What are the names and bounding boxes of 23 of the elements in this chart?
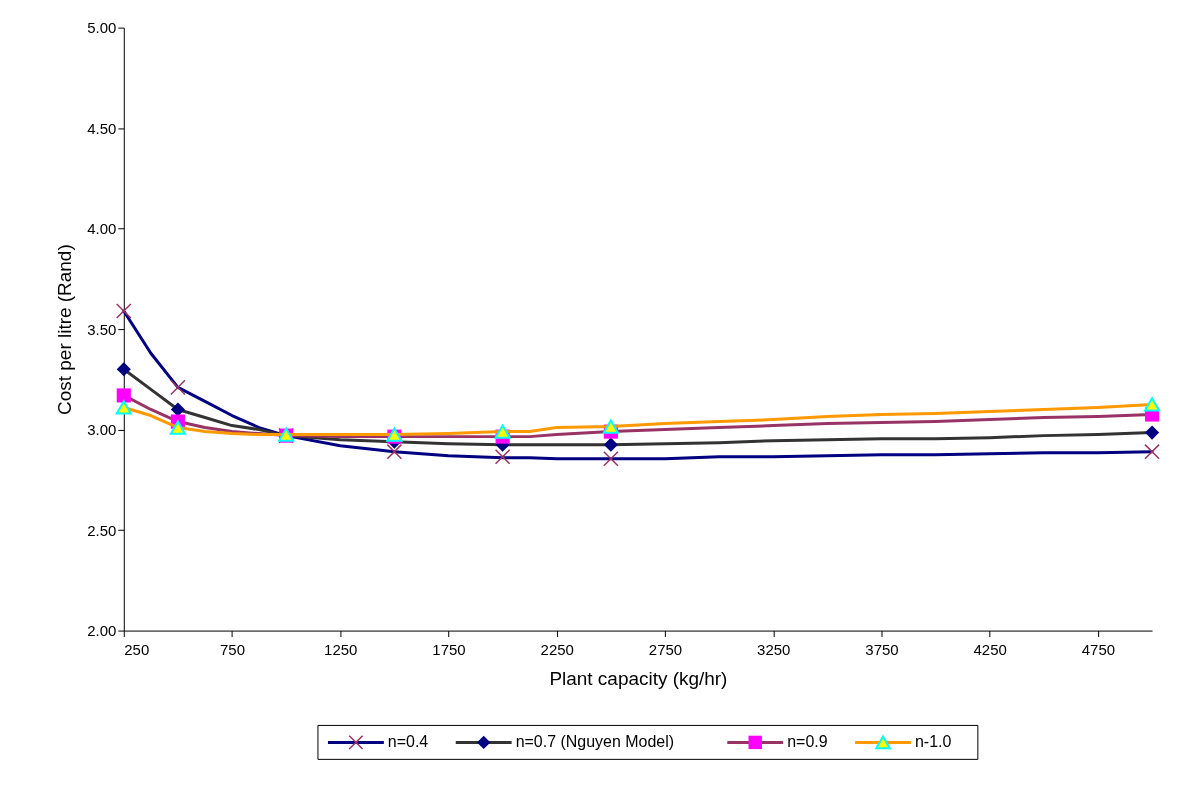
legend-label: n=0.4 — [387, 733, 429, 751]
y-tick-label: 3.00 — [87, 421, 117, 439]
y-tick-label: 2.50 — [87, 521, 117, 539]
y-tick-label: 5.00 — [87, 19, 117, 37]
x-tick-label: 4750 — [1081, 641, 1116, 659]
x-tick-label: 250 — [124, 641, 150, 659]
x-tick-label: 2250 — [540, 641, 574, 659]
x-tick-label: 3250 — [757, 641, 791, 659]
legend-label: n=0.9 — [787, 733, 828, 751]
x-tick-label: 750 — [220, 641, 246, 659]
y-tick-label: 2.00 — [87, 622, 117, 640]
x-tick-label: 3750 — [865, 641, 899, 659]
legend-label: n=0.7 (Nguyen Model) — [515, 733, 675, 751]
y-axis-title: Cost per litre (Rand) — [54, 244, 76, 415]
y-tick-label: 4.50 — [87, 119, 117, 137]
x-tick-label: 1750 — [432, 641, 466, 659]
x-tick-label: 2750 — [648, 641, 683, 659]
x-axis-title: Plant capacity (kg/hr) — [549, 667, 728, 689]
y-tick-label: 4.00 — [87, 220, 117, 238]
y-tick-label: 3.50 — [87, 320, 117, 338]
legend-label: n-1.0 — [914, 733, 952, 751]
x-tick-label: 1250 — [324, 641, 358, 659]
x-tick-label: 4250 — [973, 641, 1007, 659]
